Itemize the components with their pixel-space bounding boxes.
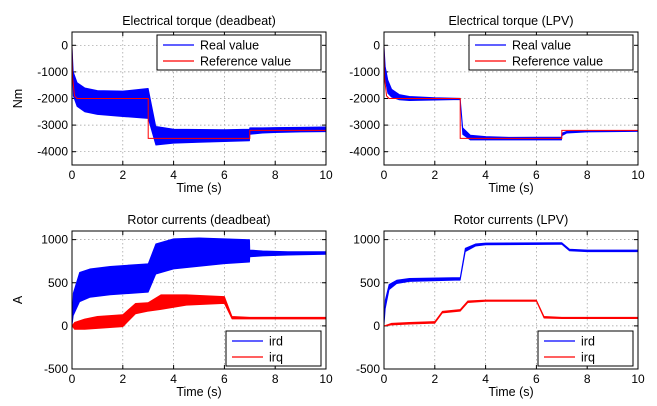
plot-frame [383,230,639,370]
x-tick-label: 0 [69,168,76,182]
x-tick-label: 0 [69,372,76,386]
chart-title: Rotor currents (deadbeat) [127,213,270,227]
y-tick-label: -3000 [349,118,380,132]
y-tick-label: -500 [44,362,68,376]
series-real-value-band [72,44,326,146]
x-tick-label: 10 [319,168,333,182]
x-tick-label: 8 [584,372,591,386]
y-tick-label: 1000 [353,233,380,247]
legend-box [225,330,322,367]
x-tick-label: 6 [533,168,540,182]
legend-box [468,34,634,71]
series-reference-value-line [72,45,326,139]
y-tick-label: 1000 [41,233,68,247]
legend-box [537,330,634,367]
y-tick-label: -2000 [349,92,380,106]
x-tick-label: 2 [431,168,438,182]
x-tick-label: 8 [272,372,279,386]
x-tick-label: 10 [631,372,645,386]
plot-series [384,242,638,327]
y-tick-label: -2000 [37,92,68,106]
panel-torque-lpv: 0 2 4 6 8 10 -4000 -3000 -2000 -1000 0 Electrical t… [349,14,645,195]
legend-real-value-label: Real value [512,39,571,53]
x-tick-label: 4 [170,168,177,182]
x-tick-label: 10 [631,168,645,182]
legend-reference-value-label: Reference value [200,55,291,69]
legend-real-value-label: Real value [200,39,259,53]
panel-torque-deadbeat: 0 2 4 6 8 10 -4000 -3000 -2000 -1000 0 Electrical t… [11,14,333,195]
x-tick-label: 4 [482,168,489,182]
x-axis-label: Time (s) [488,385,533,399]
y-tick-label: 0 [373,319,380,333]
x-tick-label: 2 [119,168,126,182]
y-tick-label: -4000 [37,145,68,159]
y-tick-label: -3000 [37,118,68,132]
y-tick-label: -1000 [37,65,68,79]
plot-frame [71,31,327,166]
x-tick-label: 8 [584,168,591,182]
y-tick-label: -1000 [349,65,380,79]
y-tick-label: 500 [48,276,68,290]
chart-title: Rotor currents (LPV) [454,213,569,227]
legend: ird irq [537,330,634,367]
series-real-value-band [384,44,638,141]
legend: ird irq [225,330,322,367]
legend: Real value Reference value [156,34,322,71]
legend-ird-label: ird [269,335,283,349]
legend: Real value Reference value [468,34,634,71]
chart-title: Electrical torque (LPV) [448,14,573,28]
series-irq-band [72,294,326,330]
plot-series [384,44,638,141]
legend-box [156,34,322,71]
x-tick-label: 8 [272,168,279,182]
plot-series [72,44,326,146]
x-axis-label: Time (s) [488,181,533,195]
chart-title: Electrical torque (deadbeat) [122,14,276,28]
x-axis-label: Time (s) [176,181,221,195]
x-tick-label: 6 [221,372,228,386]
y-tick-label: -4000 [349,145,380,159]
x-tick-label: 0 [381,168,388,182]
legend-irq-label: irq [269,351,283,365]
series-reference-value-line [384,45,638,139]
plot-frame [71,230,327,370]
legend-ird-label: ird [581,335,595,349]
x-tick-label: 4 [482,372,489,386]
y-axis-label: Nm [11,89,25,108]
series-ird-band [72,237,326,327]
x-tick-label: 2 [119,372,126,386]
x-tick-label: 2 [431,372,438,386]
y-tick-label: 0 [373,38,380,52]
y-tick-label: 0 [61,319,68,333]
series-irq-band [384,299,638,327]
x-tick-label: 6 [533,372,540,386]
y-tick-label: 500 [360,276,380,290]
y-tick-label: 0 [61,38,68,52]
series-ird-band [384,242,638,327]
x-axis-label: Time (s) [176,385,221,399]
y-tick-label: -500 [356,362,380,376]
plot-frame [383,31,639,166]
x-tick-label: 4 [170,372,177,386]
y-axis-label: A [11,295,25,304]
plot-series [72,237,326,330]
x-tick-label: 0 [381,372,388,386]
x-tick-label: 10 [319,372,333,386]
legend-irq-label: irq [581,351,595,365]
x-tick-label: 6 [221,168,228,182]
legend-reference-value-label: Reference value [512,55,603,69]
